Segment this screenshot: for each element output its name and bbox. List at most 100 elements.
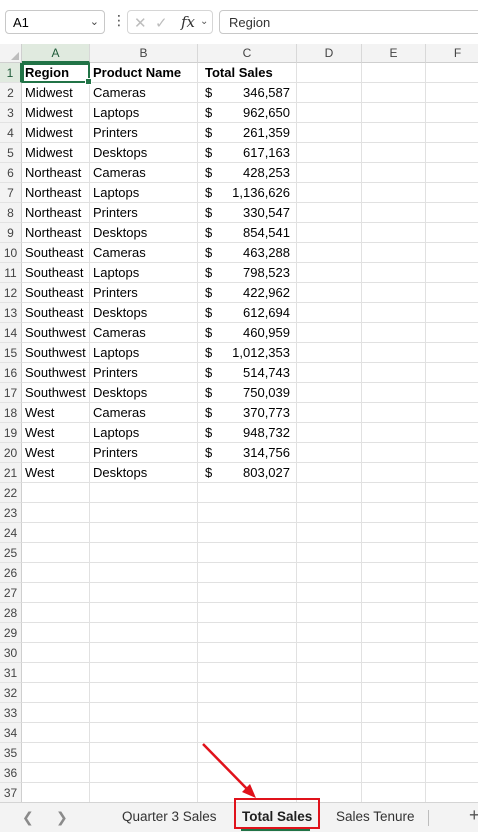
cell-empty[interactable] [426, 763, 478, 783]
cell-empty[interactable] [90, 483, 198, 503]
row-header[interactable]: 33 [0, 703, 22, 723]
cell-empty[interactable] [297, 363, 362, 383]
cell-empty[interactable] [362, 123, 426, 143]
cell-product[interactable]: Printers [90, 203, 198, 223]
cell-empty[interactable] [362, 323, 426, 343]
cell-empty[interactable] [22, 523, 90, 543]
cell-empty[interactable] [297, 83, 362, 103]
row-header[interactable]: 8 [0, 203, 22, 223]
cell-empty[interactable] [426, 383, 478, 403]
cell-region[interactable]: West [22, 443, 90, 463]
cell-empty[interactable] [297, 503, 362, 523]
row-header[interactable]: 27 [0, 583, 22, 603]
row-header[interactable]: 13 [0, 303, 22, 323]
cell-empty[interactable] [362, 363, 426, 383]
row-header[interactable]: 30 [0, 643, 22, 663]
select-all-button[interactable] [0, 44, 22, 63]
cell-empty[interactable] [426, 183, 478, 203]
cell-region[interactable]: Midwest [22, 83, 90, 103]
cell-empty[interactable] [426, 103, 478, 123]
cell-empty[interactable] [362, 783, 426, 802]
cell-empty[interactable] [426, 323, 478, 343]
cell-empty[interactable] [22, 563, 90, 583]
cell-product[interactable]: Cameras [90, 243, 198, 263]
cell-empty[interactable] [198, 503, 297, 523]
cell-region-header[interactable]: Region [22, 63, 92, 85]
cell-empty[interactable] [90, 783, 198, 802]
cell-empty[interactable] [426, 703, 478, 723]
cell-empty[interactable] [426, 603, 478, 623]
cell-region[interactable]: Northeast [22, 163, 90, 183]
row-header[interactable]: 15 [0, 343, 22, 363]
cell-empty[interactable] [198, 583, 297, 603]
cell-empty[interactable] [362, 143, 426, 163]
row-header[interactable]: 20 [0, 443, 22, 463]
cell-product[interactable]: Laptops [90, 103, 198, 123]
row-header[interactable]: 9 [0, 223, 22, 243]
cell-empty[interactable] [198, 683, 297, 703]
cell-total-sales[interactable]: $463,288 [198, 243, 297, 263]
cell-empty[interactable] [297, 783, 362, 802]
cell-region[interactable]: Northeast [22, 223, 90, 243]
cell-total-sales[interactable]: $948,732 [198, 423, 297, 443]
cell-product[interactable]: Cameras [90, 323, 198, 343]
insert-function-icon[interactable]: fx [181, 13, 196, 31]
cell-empty[interactable] [90, 503, 198, 523]
cell-empty[interactable] [362, 263, 426, 283]
cell-empty[interactable] [297, 403, 362, 423]
cell-empty[interactable] [90, 543, 198, 563]
cell-total-sales[interactable]: $261,359 [198, 123, 297, 143]
cell-empty[interactable] [362, 443, 426, 463]
cell-empty[interactable] [297, 63, 362, 83]
cell-empty[interactable] [22, 503, 90, 523]
cell-empty[interactable] [198, 483, 297, 503]
column-header[interactable]: A [22, 44, 90, 63]
cell-empty[interactable] [198, 763, 297, 783]
cell-total-sales[interactable]: $422,962 [198, 283, 297, 303]
cell-empty[interactable] [362, 183, 426, 203]
cell-empty[interactable] [426, 423, 478, 443]
column-header[interactable]: C [198, 44, 297, 63]
cell-empty[interactable] [297, 143, 362, 163]
cell-empty[interactable] [297, 663, 362, 683]
cell-empty[interactable] [297, 283, 362, 303]
cell-total-sales[interactable]: $750,039 [198, 383, 297, 403]
cell-empty[interactable] [198, 743, 297, 763]
cell-product[interactable]: Printers [90, 363, 198, 383]
cell-empty[interactable] [426, 463, 478, 483]
cell-empty[interactable] [22, 683, 90, 703]
cell-empty[interactable] [198, 563, 297, 583]
row-header[interactable]: 32 [0, 683, 22, 703]
cell-empty[interactable] [297, 743, 362, 763]
cell-region[interactable]: Midwest [22, 123, 90, 143]
cell-empty[interactable] [90, 563, 198, 583]
cell-product-header[interactable]: Product Name [90, 63, 198, 83]
row-header[interactable]: 24 [0, 523, 22, 543]
cell-empty[interactable] [297, 483, 362, 503]
cell-empty[interactable] [22, 603, 90, 623]
row-header[interactable]: 19 [0, 423, 22, 443]
cell-product[interactable]: Desktops [90, 143, 198, 163]
cell-region[interactable]: Midwest [22, 103, 90, 123]
cell-region[interactable]: West [22, 423, 90, 443]
cell-empty[interactable] [22, 783, 90, 802]
cell-empty[interactable] [90, 723, 198, 743]
cell-empty[interactable] [90, 703, 198, 723]
row-header[interactable]: 6 [0, 163, 22, 183]
cell-empty[interactable] [362, 723, 426, 743]
row-header[interactable]: 35 [0, 743, 22, 763]
cell-empty[interactable] [362, 383, 426, 403]
cell-empty[interactable] [22, 763, 90, 783]
cell-product[interactable]: Desktops [90, 223, 198, 243]
chevron-down-icon[interactable]: ⌄ [200, 16, 209, 27]
cell-empty[interactable] [297, 263, 362, 283]
cell-empty[interactable] [426, 163, 478, 183]
cell-empty[interactable] [426, 283, 478, 303]
chevron-left-icon[interactable]: ❮ [22, 809, 34, 825]
chevron-down-icon[interactable]: ⌄ [89, 16, 99, 28]
cell-total-sales[interactable]: $346,587 [198, 83, 297, 103]
cell-empty[interactable] [297, 463, 362, 483]
cell-empty[interactable] [198, 663, 297, 683]
cell-empty[interactable] [198, 643, 297, 663]
cell-empty[interactable] [198, 623, 297, 643]
